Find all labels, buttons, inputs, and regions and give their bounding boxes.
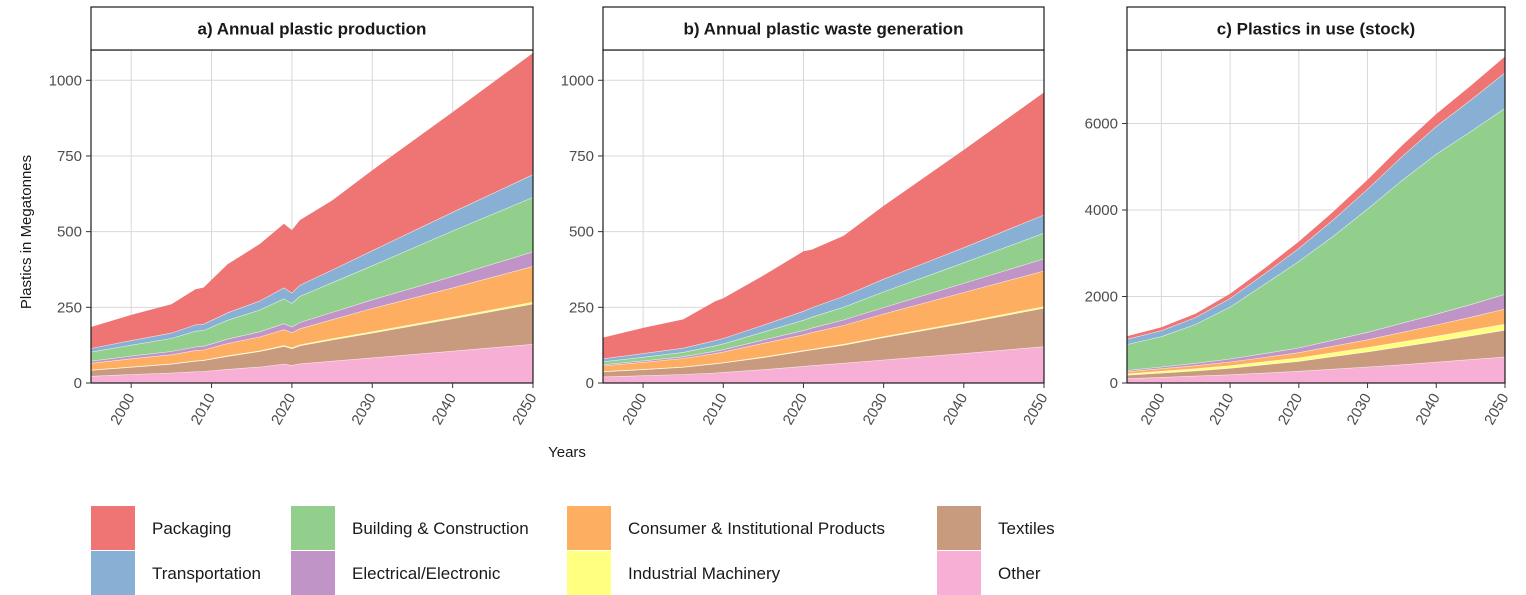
legend-swatch [567, 506, 611, 550]
area-boundary [90, 251, 534, 362]
area-boundary [1126, 323, 1506, 375]
area-boundary [90, 197, 534, 353]
y-tick-label: 250 [569, 299, 594, 316]
x-tick-label: 2050 [509, 391, 540, 428]
y-tick-label: 750 [57, 148, 82, 165]
y-tick-label: 500 [57, 224, 82, 241]
area-packaging [603, 92, 1044, 359]
x-tick-label: 2000 [107, 391, 138, 428]
legend-swatch [291, 551, 335, 595]
y-axis-label: Plastics in Megatonnes [18, 155, 35, 309]
x-tick-label: 2040 [940, 391, 971, 428]
area-boundary [602, 232, 1045, 363]
panel-title: b) Annual plastic waste generation [684, 20, 964, 39]
panels: a) Annual plastic production 0 250 500 750 10… [49, 6, 1512, 428]
x-tick-label: 2040 [429, 391, 460, 428]
legend-item-other: Other [937, 551, 1041, 595]
area-boundary [90, 301, 534, 371]
y-tick-label: 2000 [1085, 289, 1118, 306]
panel-title: a) Annual plastic production [198, 20, 427, 39]
x-tick-label: 2020 [780, 391, 811, 428]
legend-label: Electrical/Electronic [352, 564, 501, 583]
y-tick-label: 250 [57, 299, 82, 316]
y-tick-label: 6000 [1085, 116, 1118, 133]
area-consumer-institutional-products [603, 271, 1044, 372]
legend-item-industrial-machinery: Industrial Machinery [567, 551, 781, 595]
area-textiles [603, 308, 1044, 377]
x-tick-label: 2010 [188, 391, 219, 428]
x-tick-label: 2020 [1275, 391, 1306, 428]
y-tick-label: 4000 [1085, 202, 1118, 219]
area-boundary [1126, 294, 1506, 371]
x-tick-label: 2010 [699, 391, 730, 428]
legend-label: Transportation [152, 564, 261, 583]
legend-item-electrical-electronic: Electrical/Electronic [291, 551, 501, 595]
panel-header [90, 6, 534, 51]
area-boundary [602, 258, 1045, 366]
y-tick-label: 750 [569, 148, 594, 165]
legend-label: Consumer & Institutional Products [628, 519, 885, 538]
x-tick-label: 2050 [1481, 391, 1512, 428]
area-boundary [1126, 329, 1506, 376]
area-building-construction [1127, 108, 1505, 371]
area-packaging [91, 53, 533, 349]
y-tick-label: 0 [586, 375, 594, 392]
x-tick-label: 2030 [348, 391, 379, 428]
x-tick-label: 2000 [619, 391, 650, 428]
x-tick-label: 2050 [1020, 391, 1051, 428]
legend-label: Building & Construction [352, 519, 529, 538]
legend-item-textiles: Textiles [937, 506, 1055, 550]
area-boundary [1126, 356, 1506, 379]
legend-swatch [291, 506, 335, 550]
panel-1: a) Annual plastic production 0 250 500 750 10… [49, 6, 540, 428]
panel-2: b) Annual plastic waste generation 0 250 50… [561, 6, 1051, 428]
legend-swatch [91, 506, 135, 550]
area-consumer-institutional-products [91, 266, 533, 370]
legend-item-building-construction: Building & Construction [291, 506, 529, 550]
area-boundary [602, 306, 1045, 372]
legend-swatch [567, 551, 611, 595]
y-tick-label: 1000 [49, 72, 82, 89]
legend-label: Industrial Machinery [628, 564, 781, 583]
x-tick-label: 2030 [1344, 391, 1375, 428]
x-tick-label: 2010 [1206, 391, 1237, 428]
panel-header [1126, 6, 1506, 51]
y-tick-label: 0 [1110, 375, 1118, 392]
area-boundary [90, 266, 534, 364]
y-tick-label: 1000 [561, 72, 594, 89]
panel-3: c) Plastics in use (stock) 0 2000 4000 6000 2… [1085, 6, 1512, 428]
area-boundary [602, 214, 1045, 360]
legend-label: Other [998, 564, 1041, 583]
area-boundary [1126, 308, 1506, 373]
legend-item-transportation: Transportation [91, 551, 261, 595]
legend-swatch [91, 551, 135, 595]
x-tick-label: 2020 [268, 391, 299, 428]
legend-item-packaging: Packaging [91, 506, 231, 550]
area-boundary [1126, 72, 1506, 340]
area-textiles [1127, 330, 1505, 379]
x-tick-label: 2030 [860, 391, 891, 428]
legend-swatch [937, 506, 981, 550]
area-boundary [1126, 108, 1506, 345]
area-boundary [90, 344, 534, 377]
panel-header [602, 6, 1045, 51]
area-textiles [91, 304, 533, 377]
y-tick-label: 500 [569, 224, 594, 241]
legend-label: Textiles [998, 519, 1055, 538]
legend-item-consumer-institutional-products: Consumer & Institutional Products [567, 506, 885, 550]
legend-label: Packaging [152, 519, 231, 538]
legend: Packaging Building & Construction Consumer… [91, 506, 1055, 595]
legend-swatch [937, 551, 981, 595]
area-other [1127, 357, 1505, 383]
y-tick-label: 0 [74, 375, 82, 392]
x-tick-label: 2040 [1412, 391, 1443, 428]
area-boundary [90, 174, 534, 349]
x-axis-label: Years [548, 444, 586, 461]
area-boundary [602, 270, 1045, 367]
area-boundary [602, 346, 1045, 378]
panel-title: c) Plastics in use (stock) [1217, 20, 1415, 39]
x-tick-label: 2000 [1137, 391, 1168, 428]
